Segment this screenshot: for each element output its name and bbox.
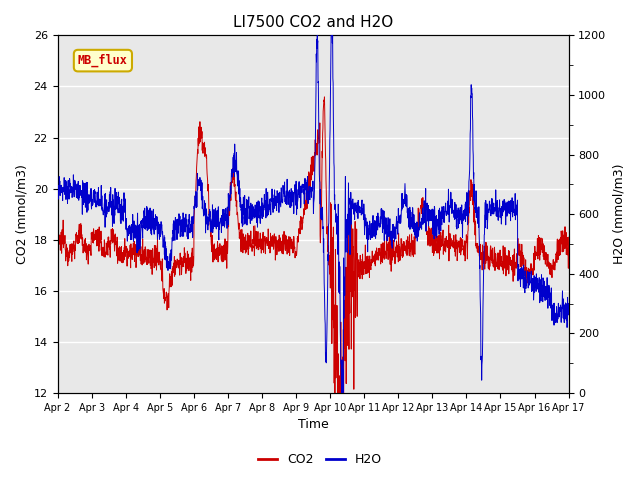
Y-axis label: CO2 (mmol/m3): CO2 (mmol/m3) — [15, 164, 28, 264]
Y-axis label: H2O (mmol/m3): H2O (mmol/m3) — [612, 164, 625, 264]
X-axis label: Time: Time — [298, 419, 328, 432]
Title: LI7500 CO2 and H2O: LI7500 CO2 and H2O — [233, 15, 393, 30]
Text: MB_flux: MB_flux — [78, 54, 128, 67]
Legend: CO2, H2O: CO2, H2O — [253, 448, 387, 471]
